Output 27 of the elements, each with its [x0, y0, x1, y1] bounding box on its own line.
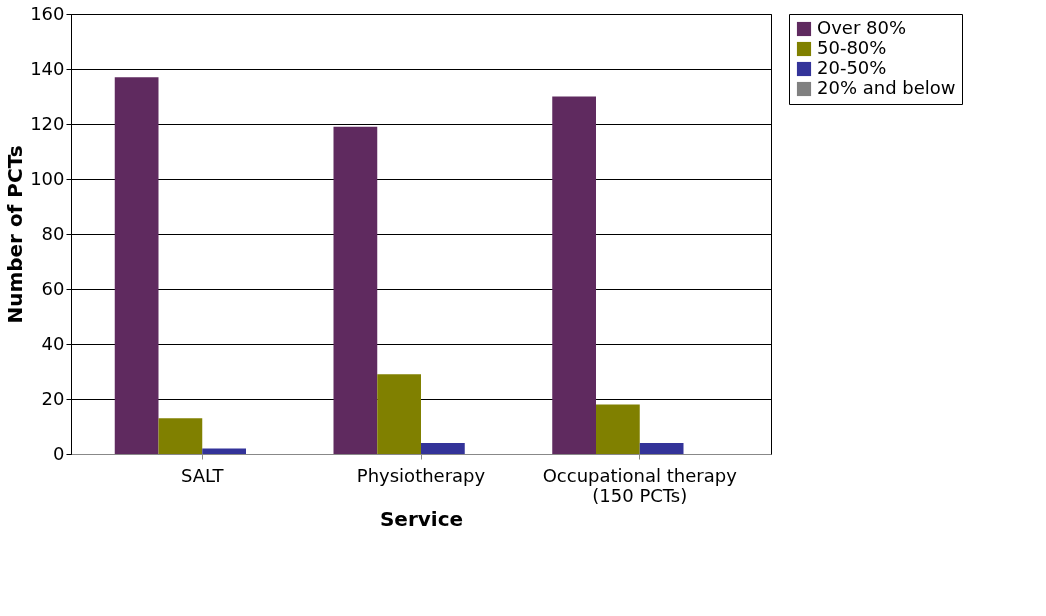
y-axis-title: Number of PCTs	[3, 145, 28, 324]
y-tick-label: 120	[30, 112, 65, 134]
y-tick-label: 40	[41, 332, 65, 354]
legend-label: 20-50%	[817, 57, 887, 78]
y-tick-label: 140	[30, 57, 65, 79]
bar	[552, 96, 596, 454]
legend-label: 20% and below	[817, 77, 956, 98]
bar	[596, 404, 640, 454]
x-tick-label: SALT	[180, 464, 225, 486]
y-tick-label: 160	[30, 2, 65, 24]
bar	[639, 443, 684, 454]
y-tick-label: 20	[41, 387, 65, 409]
y-tick-label: 0	[53, 442, 65, 464]
bar	[377, 374, 421, 454]
bar	[333, 126, 378, 454]
y-tick-label: 100	[30, 167, 65, 189]
legend-label: Over 80%	[817, 17, 907, 38]
bar	[421, 443, 465, 454]
x-tick-label: Occupational therapy (150 PCTs)	[542, 464, 738, 506]
bar	[202, 448, 246, 454]
y-tick-label: 60	[41, 277, 65, 299]
x-axis-title: Service	[379, 506, 464, 531]
y-tick-label: 80	[41, 222, 65, 244]
legend-label: 50-80%	[817, 37, 887, 58]
bar	[114, 77, 159, 454]
bar	[158, 418, 203, 454]
x-tick-label: Physiotherapy	[356, 464, 486, 486]
